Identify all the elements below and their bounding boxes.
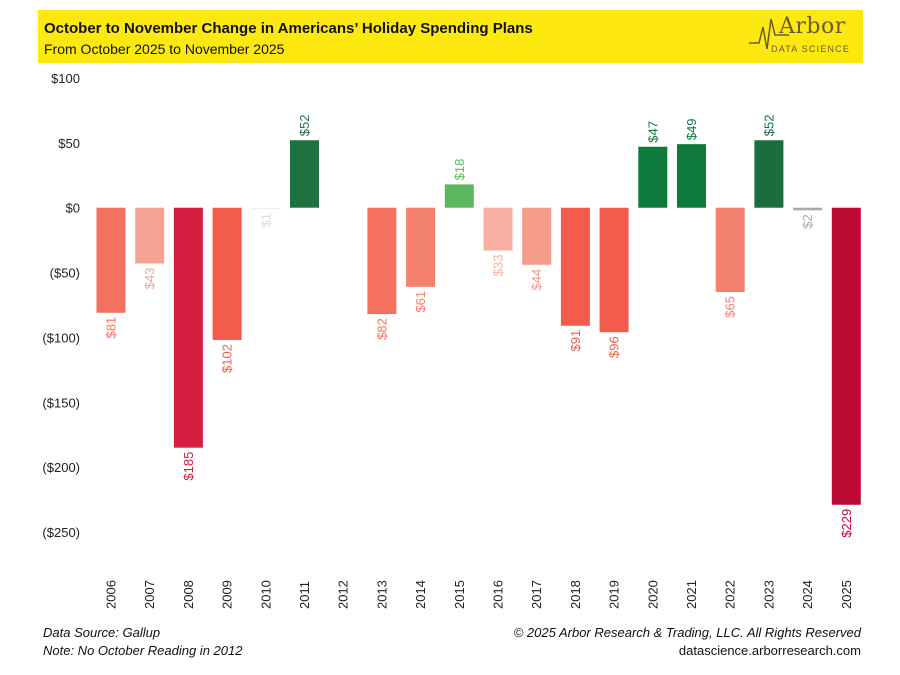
data-label-2025: $229 xyxy=(839,509,854,538)
bar-2008 xyxy=(173,207,203,448)
bar-2016 xyxy=(483,207,513,251)
data-label-2009: $102 xyxy=(220,344,235,373)
bar-2024 xyxy=(793,207,823,211)
x-tick-label-2010: 2010 xyxy=(258,580,273,609)
x-tick-label-2012: 2012 xyxy=(336,580,351,609)
arbor-logo: Arbor DATA SCIENCE xyxy=(743,13,855,61)
x-tick-label-2023: 2023 xyxy=(761,580,776,609)
data-label-2016: $33 xyxy=(491,255,506,277)
x-tick-label-2016: 2016 xyxy=(491,580,506,609)
bar-2020 xyxy=(638,146,668,208)
bar-2022 xyxy=(715,207,745,293)
bar-2010 xyxy=(251,207,281,210)
arbor-logo-icon xyxy=(749,18,789,49)
data-label-2007: $43 xyxy=(142,267,157,289)
x-tick-label-2021: 2021 xyxy=(684,580,699,609)
y-tick-label: $50 xyxy=(58,136,80,151)
x-tick-label-2008: 2008 xyxy=(181,580,196,609)
y-tick-label: ($50) xyxy=(50,266,80,281)
bar-2018 xyxy=(560,207,590,326)
logo-wordmark: Arbor xyxy=(779,14,846,39)
bar-2021 xyxy=(677,144,706,208)
x-tick-label-2009: 2009 xyxy=(220,580,235,609)
data-label-2008: $185 xyxy=(181,452,196,481)
x-tick-label-2014: 2014 xyxy=(413,580,428,609)
data-label-2019: $96 xyxy=(607,336,622,358)
bar-chart: $100 $50 $0 ($50) ($100) ($150) ($200) ($250) $8… xyxy=(42,71,861,609)
bar-2009 xyxy=(212,207,242,341)
bar-2015 xyxy=(444,184,474,208)
y-tick-label: ($250) xyxy=(42,525,80,540)
chart-title: October to November Change in Americans’… xyxy=(44,20,533,37)
data-label-2020: $47 xyxy=(645,121,660,143)
website-link[interactable]: datascience.arborresearch.com xyxy=(678,643,861,658)
no-reading-note: Note: No October Reading in 2012 xyxy=(43,643,243,658)
x-tick-label-2015: 2015 xyxy=(452,580,467,609)
data-label-2024: $2 xyxy=(800,214,815,228)
x-tick-label-2017: 2017 xyxy=(529,580,544,609)
data-source-note: Data Source: Gallup xyxy=(43,625,161,640)
data-label-2011: $52 xyxy=(297,115,312,137)
y-tick-label: ($200) xyxy=(42,460,80,475)
bar-2023 xyxy=(754,140,784,208)
bar-2025 xyxy=(831,207,861,505)
x-tick-label-2019: 2019 xyxy=(607,580,622,609)
y-tick-label: $100 xyxy=(51,71,80,86)
data-label-2015: $18 xyxy=(452,159,467,181)
x-tick-label-2025: 2025 xyxy=(839,580,854,609)
y-tick-label: ($150) xyxy=(42,395,80,410)
y-tick-label: $0 xyxy=(66,201,80,216)
x-tick-label-2018: 2018 xyxy=(568,580,583,609)
bar-2011 xyxy=(290,140,319,208)
bar-2017 xyxy=(522,207,552,265)
data-label-2021: $49 xyxy=(684,118,699,140)
data-label-2013: $82 xyxy=(374,318,389,340)
data-label-2022: $65 xyxy=(723,296,738,318)
bar-2007 xyxy=(135,207,165,264)
x-tick-label-2024: 2024 xyxy=(800,580,815,609)
bar-2013 xyxy=(367,207,397,315)
chart-subtitle: From October 2025 to November 2025 xyxy=(44,41,285,57)
x-tick-label-2013: 2013 xyxy=(374,580,389,609)
data-label-2014: $61 xyxy=(413,291,428,313)
y-tick-label: ($100) xyxy=(42,330,80,345)
bar-2006 xyxy=(96,207,126,313)
data-label-2010: $1 xyxy=(258,213,273,227)
data-label-2018: $91 xyxy=(568,330,583,352)
data-label-2017: $44 xyxy=(529,269,544,291)
data-label-2023: $52 xyxy=(761,115,776,137)
x-tick-label-2022: 2022 xyxy=(723,580,738,609)
logo-subtitle: DATA SCIENCE xyxy=(771,44,851,54)
data-label-2006: $81 xyxy=(104,317,119,339)
bar-2019 xyxy=(599,207,629,333)
copyright-note: © 2025 Arbor Research & Trading, LLC. Al… xyxy=(513,625,861,640)
bar-2014 xyxy=(406,207,436,287)
x-tick-label-2006: 2006 xyxy=(104,580,119,609)
x-tick-label-2020: 2020 xyxy=(645,580,660,609)
header-banner: October to November Change in Americans’… xyxy=(38,10,863,63)
x-tick-label-2007: 2007 xyxy=(142,580,157,609)
x-tick-label-2011: 2011 xyxy=(297,581,312,609)
